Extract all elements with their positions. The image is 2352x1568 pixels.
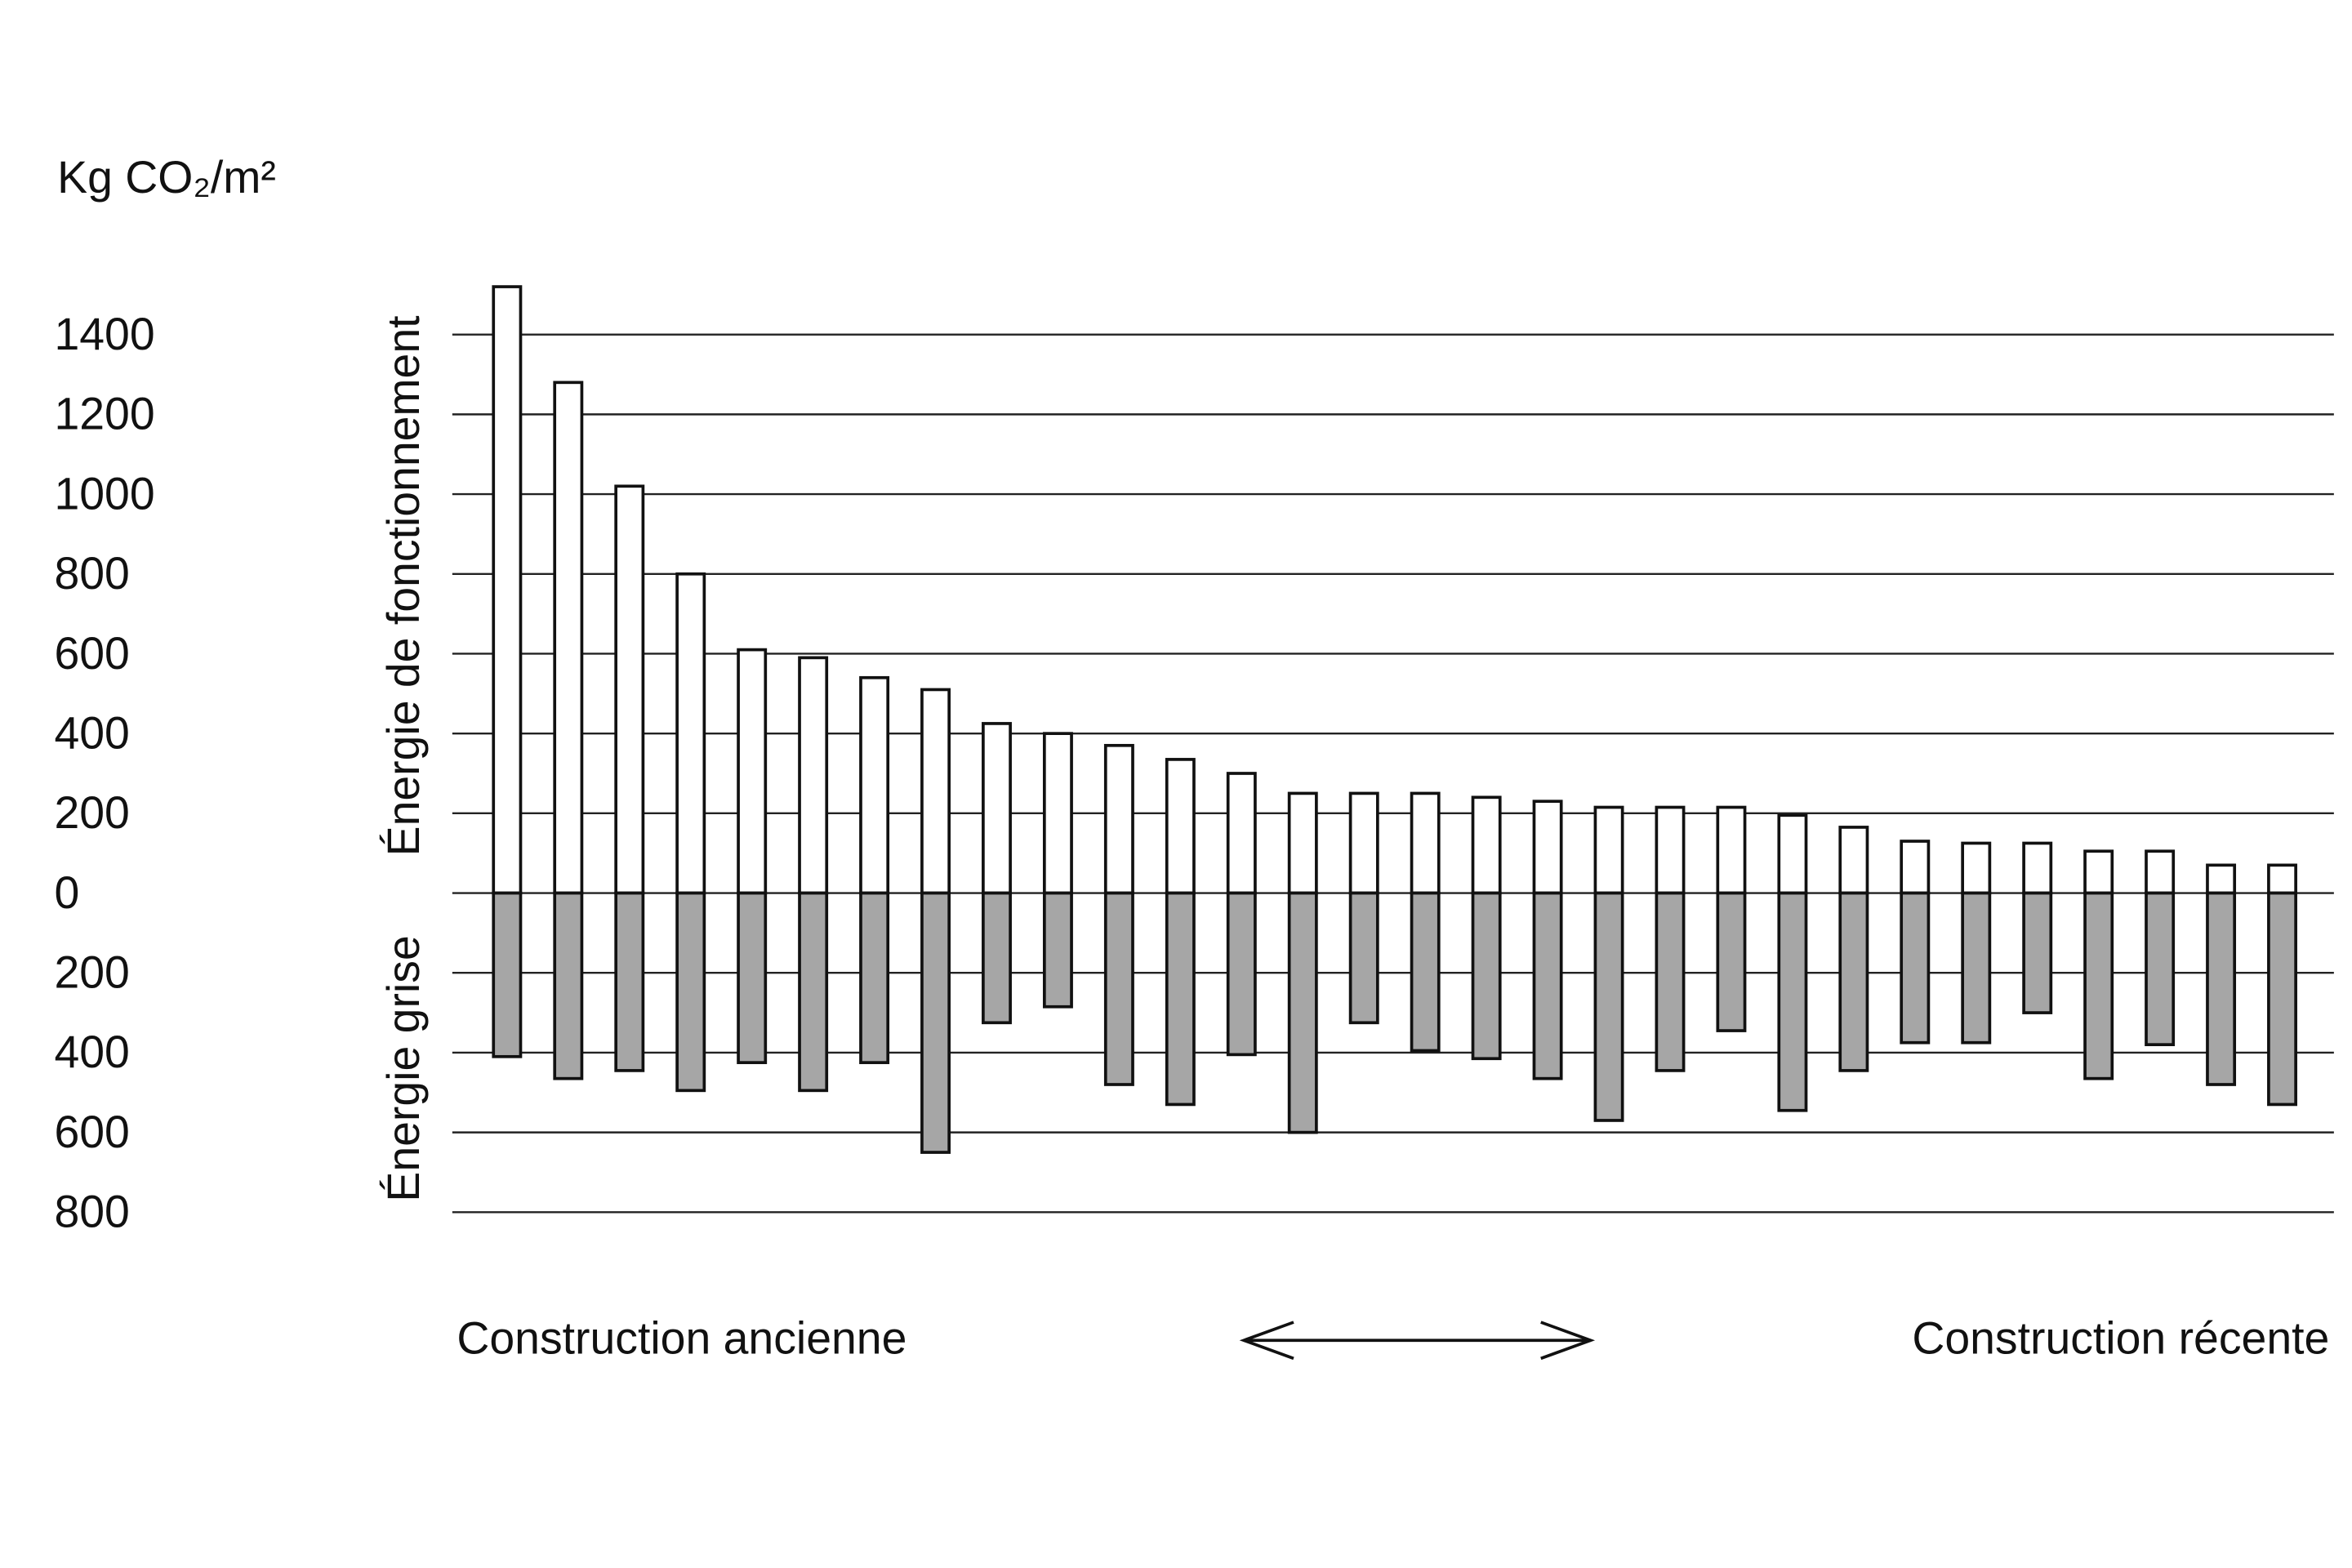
bar — [1593, 805, 1624, 895]
bar — [1961, 841, 1992, 895]
bar — [1716, 805, 1747, 895]
bar — [2206, 891, 2237, 1086]
bar — [1287, 891, 1318, 1134]
bar — [675, 891, 706, 1093]
bar — [798, 656, 829, 895]
bar — [920, 688, 951, 895]
bar — [2022, 891, 2053, 1014]
bar — [2206, 863, 2237, 895]
y-tick-label: 0 — [54, 867, 79, 918]
bar — [2083, 849, 2114, 895]
x-label-left: Construction ancienne — [457, 1313, 906, 1364]
legend-entry: Énergie de fonctionnement — [378, 315, 429, 856]
bar — [1226, 891, 1257, 1057]
bar — [737, 648, 768, 895]
bar — [982, 722, 1012, 895]
y-tick-label: 1400 — [54, 309, 154, 359]
bar — [1777, 813, 1808, 895]
bar — [2267, 863, 2297, 895]
bar — [614, 891, 645, 1072]
bar — [1471, 891, 1502, 1061]
bar — [1716, 891, 1747, 1032]
bar — [2083, 891, 2114, 1080]
bar — [1838, 891, 1869, 1072]
bar — [492, 285, 523, 895]
bar — [1961, 891, 1992, 1045]
bar — [1655, 891, 1686, 1072]
bar — [1900, 840, 1931, 895]
bar — [1165, 758, 1196, 895]
y-tick-label: 800 — [54, 548, 129, 599]
legend-entry: Énergie grise — [378, 935, 429, 1201]
bar — [1103, 743, 1134, 895]
bar — [1900, 891, 1931, 1045]
bar — [1532, 800, 1563, 895]
bar — [553, 381, 584, 895]
bar — [920, 891, 951, 1154]
bar — [1777, 891, 1808, 1112]
bar — [614, 484, 645, 895]
direction-arrow — [1239, 1321, 1596, 1361]
y-tick-label: 800 — [54, 1187, 129, 1237]
y-tick-label: 600 — [54, 1107, 129, 1157]
bar — [553, 891, 584, 1080]
bar — [1348, 891, 1379, 1025]
bar — [1226, 772, 1257, 895]
bar — [675, 572, 706, 895]
bar — [1655, 805, 1686, 895]
bar — [798, 891, 829, 1093]
bar — [1410, 791, 1441, 895]
bar — [737, 891, 768, 1064]
bar — [2145, 891, 2176, 1046]
bar — [1042, 891, 1073, 1009]
y-tick-label: 200 — [54, 947, 129, 998]
y-tick-label: 400 — [54, 1027, 129, 1077]
y-tick-label: 1000 — [54, 468, 154, 519]
bar — [1287, 791, 1318, 895]
bar — [1042, 732, 1073, 895]
bar — [492, 891, 523, 1058]
bar — [1348, 791, 1379, 895]
y-tick-label: 200 — [54, 787, 129, 838]
bar — [2267, 891, 2297, 1107]
bar — [859, 891, 890, 1064]
y-tick-label: 600 — [54, 628, 129, 679]
y-tick-label: 1200 — [54, 389, 154, 439]
bar — [2022, 841, 2053, 895]
bar — [1471, 795, 1502, 895]
bar — [1165, 891, 1196, 1107]
bar — [1593, 891, 1624, 1122]
bar — [859, 675, 890, 895]
bar — [1838, 826, 1869, 895]
bar — [982, 891, 1012, 1025]
bar — [1410, 891, 1441, 1053]
bar — [1532, 891, 1563, 1080]
bar — [2145, 849, 2176, 895]
x-label-right: Construction récente — [1912, 1313, 2329, 1364]
bar — [1103, 891, 1134, 1086]
y-axis-label: Kg CO₂/m² — [57, 152, 276, 203]
y-tick-label: 400 — [54, 707, 129, 758]
